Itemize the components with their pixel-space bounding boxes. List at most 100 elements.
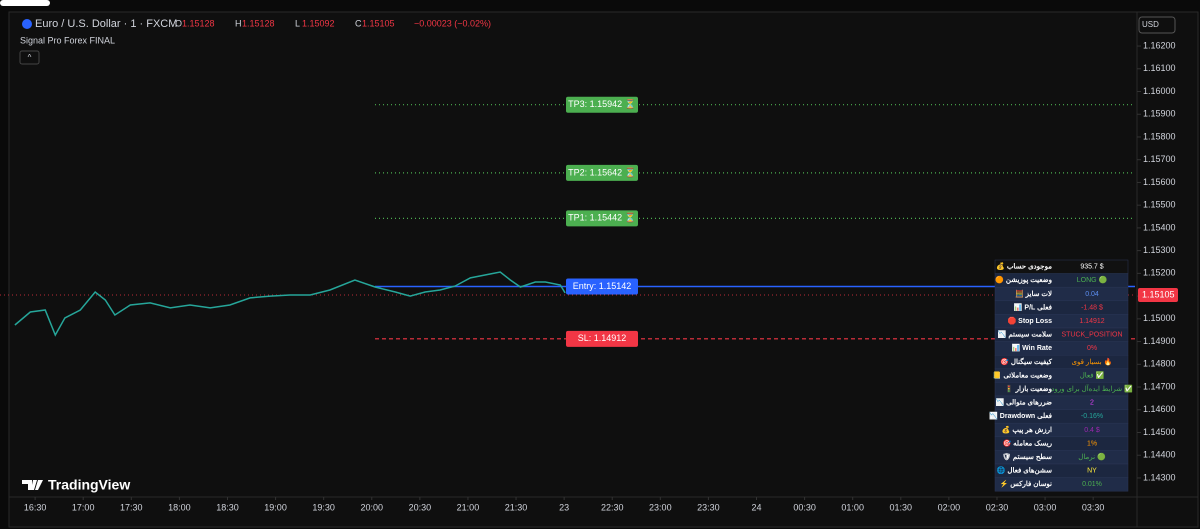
x-tick-label: 03:30 [1082, 502, 1105, 512]
symbol-icon [22, 19, 32, 29]
browser-tab [0, 0, 50, 6]
row-label: 🚦 وضعیت بازار [1005, 384, 1052, 393]
row-value: -0.16% [1081, 413, 1103, 420]
row-label: 📉 ضررهای متوالی [996, 398, 1053, 407]
level-label-box [566, 278, 638, 295]
price-badge-label: 1.15105 [1142, 289, 1175, 299]
row-value: STUCK_POSITION [1061, 332, 1122, 339]
x-tick-label: 16:30 [24, 502, 47, 512]
x-tick-label: 21:30 [505, 502, 528, 512]
row-label: 🎯 ریسک معامله [1002, 438, 1052, 447]
y-tick-label: 1.14500 [1143, 427, 1176, 437]
row-value: بسیار قوی 🔥 [1072, 357, 1113, 366]
collapse-button[interactable] [19, 50, 40, 65]
row-value: NY [1087, 468, 1097, 475]
x-tick-label: 02:00 [938, 502, 961, 512]
row-label: ⚡ نوسان فارکس [1000, 479, 1052, 488]
row-value: 0.01% [1082, 481, 1102, 488]
x-tick-label: 17:30 [120, 502, 143, 512]
x-tick-label: 23 [559, 502, 569, 512]
y-tick-label: 1.14800 [1143, 359, 1176, 369]
y-tick-label: 1.15200 [1143, 268, 1176, 278]
collapse-icon: ^ [28, 53, 32, 62]
x-tick-label: 19:30 [312, 502, 335, 512]
indicator-name: Signal Pro Forex FINAL [20, 35, 115, 45]
y-tick-label: 1.15800 [1143, 131, 1176, 141]
row-label: 🛑 Stop Loss [1008, 316, 1053, 325]
symbol: Euro / U.S. Dollar · 1 · FXCM [35, 18, 177, 30]
row-value: شرایط ایده‌آل برای ورود ✅ [1051, 383, 1133, 393]
y-tick-label: 1.16100 [1143, 63, 1176, 73]
row-label: 📊 Win Rate [1011, 343, 1052, 352]
ohlc-value: 1.15128 [242, 18, 275, 28]
change: −0.00023 (−0.02%) [414, 18, 491, 28]
y-tick-label: 1.15700 [1143, 154, 1176, 164]
brand-icon [22, 480, 43, 490]
row-label: 💰 ارزش هر پیپ [1002, 425, 1052, 435]
table-row [994, 477, 1129, 492]
x-tick-label: 23:30 [697, 502, 720, 512]
level-label: TP3: 1.15942 ⏳ [568, 98, 636, 109]
x-tick-label: 18:30 [216, 502, 239, 512]
row-label: 📒 وضعیت معاملاتی [993, 370, 1052, 379]
row-label: 💰 موجودی حساب [996, 262, 1052, 271]
level-label-box [566, 330, 638, 347]
level-label: TP1: 1.15442 ⏳ [568, 212, 636, 223]
y-tick-label: 1.16200 [1143, 40, 1176, 50]
ohlc-value: 1.15092 [302, 18, 335, 28]
row-value: 0% [1087, 345, 1097, 352]
brand-logo: TradingView [22, 477, 130, 493]
ohlc-key: H [235, 18, 242, 28]
x-tick-label: 18:00 [168, 502, 191, 512]
row-label: 🧮 لات سایز [1015, 289, 1052, 298]
y-tick-label: 1.15400 [1143, 222, 1176, 232]
info-table: 💰 موجودی حساب 935.7 $ 🟠 وضعیت پوزیشن LONG 🟢… [989, 259, 1133, 492]
row-label: 🌐 سشن‌های فعال [997, 466, 1052, 475]
row-value: 2 [1090, 400, 1094, 407]
y-tick-label: 1.14300 [1143, 472, 1176, 482]
ohlc-key: C [355, 18, 362, 28]
x-tick-label: 00:30 [793, 502, 816, 512]
x-tick-label: 02:30 [986, 502, 1009, 512]
row-label: 📉 Drawdown فعلی [989, 411, 1052, 420]
ohlc-value: 1.15128 [182, 18, 215, 28]
brand-name: TradingView [48, 477, 130, 493]
level-label-box [566, 210, 638, 227]
x-tick-label: 19:00 [264, 502, 287, 512]
y-tick-label: 1.14400 [1143, 450, 1176, 460]
row-value: 935.7 $ [1080, 264, 1103, 271]
row-value: نرمال 🟢 [1078, 452, 1106, 461]
ohlc-key: L [295, 18, 300, 28]
row-label: 🟠 وضعیت پوزیشن [995, 275, 1052, 285]
level-label-box [566, 96, 638, 113]
y-tick-label: 1.14700 [1143, 381, 1176, 391]
y-tick-label: 1.16000 [1143, 86, 1176, 96]
x-tick-label: 03:00 [1034, 502, 1057, 512]
level-label: Entry: 1.15142 [573, 281, 632, 291]
level-label: SL: 1.14912 [578, 333, 627, 343]
x-tick-label: 24 [751, 502, 761, 512]
row-label: 📉 سلامت سیستم [998, 330, 1052, 339]
level-label-box [566, 164, 638, 181]
y-tick-label: 1.15300 [1143, 245, 1176, 255]
x-tick-label: 01:30 [890, 502, 913, 512]
y-tick-label: 1.15000 [1143, 313, 1176, 323]
x-tick-label: 20:00 [360, 502, 383, 512]
row-value: فعال ✅ [1080, 370, 1105, 379]
y-tick-label: 1.15900 [1143, 109, 1176, 119]
row-value: 0.4 $ [1084, 427, 1100, 434]
y-tick-label: 1.15500 [1143, 200, 1176, 210]
y-tick-label: 1.14600 [1143, 404, 1176, 414]
x-tick-label: 20:30 [409, 502, 432, 512]
row-value: 0.04 [1085, 291, 1099, 298]
row-value: -1.48 $ [1081, 304, 1103, 311]
row-label: 🛡 سطح سیستم [1002, 452, 1052, 461]
x-tick-label: 21:00 [457, 502, 480, 512]
ohlc-key: O [175, 18, 182, 28]
currency: USD [1142, 20, 1159, 29]
currency-button[interactable] [1138, 16, 1176, 34]
row-value: 1% [1087, 440, 1097, 447]
ohlc-value: 1.15105 [362, 18, 395, 28]
row-value: 1.14912 [1079, 318, 1104, 325]
